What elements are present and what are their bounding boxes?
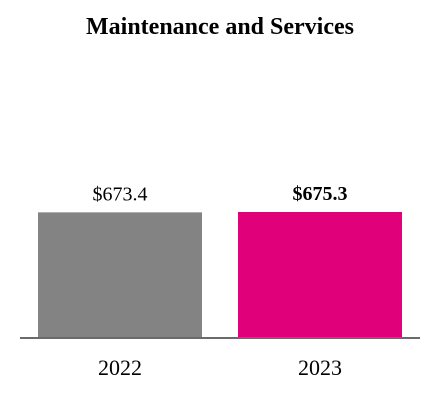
chart-title: Maintenance and Services — [86, 14, 354, 40]
x-tick-label-2022: 2022 — [98, 355, 142, 380]
bar-2022 — [38, 212, 202, 337]
value-label-2022: $673.4 — [93, 183, 148, 205]
value-labels-layer: $673.4 $675.3 — [93, 183, 348, 205]
x-tick-labels-layer: 2022 2023 — [98, 355, 342, 380]
x-tick-label-2023: 2023 — [298, 355, 342, 380]
bars-layer — [38, 212, 402, 337]
bar-2023 — [238, 212, 402, 337]
value-label-2023: $675.3 — [293, 183, 348, 205]
